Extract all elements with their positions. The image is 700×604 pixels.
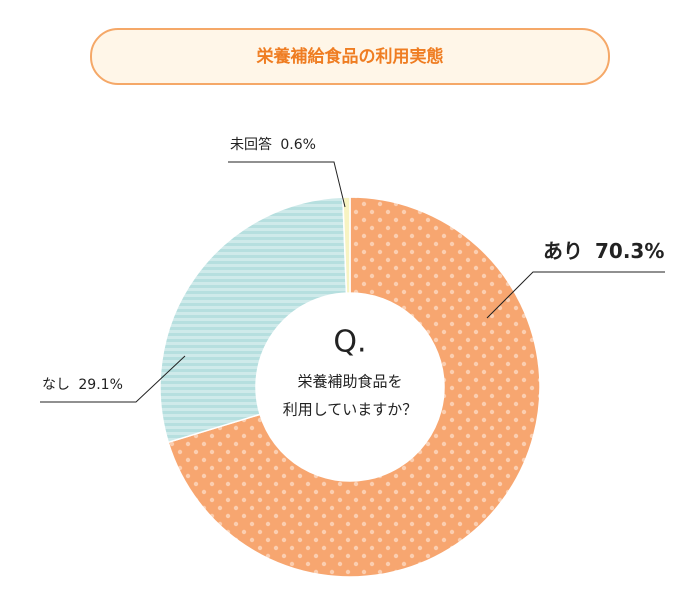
- donut-hole: [256, 293, 444, 481]
- value-label: 70.3%: [595, 239, 664, 263]
- category-label: なし: [42, 377, 70, 393]
- title-box: [90, 28, 610, 85]
- value-label: 29.1%: [78, 377, 122, 393]
- data-label: なし 29.1%: [42, 377, 123, 393]
- center-label: Q.: [333, 325, 366, 360]
- leader-line: [486, 271, 665, 319]
- center-text: 利用していますか？: [283, 401, 418, 419]
- center-text: 栄養補助食品を: [297, 373, 402, 391]
- category-label: 未回答: [230, 136, 272, 153]
- leader-line: [228, 161, 346, 208]
- leader-line: [40, 355, 186, 403]
- value-label: 0.6%: [280, 137, 316, 153]
- segment-pattern: [168, 197, 540, 577]
- donut: [159, 196, 541, 578]
- data-label: 未回答 0.6%: [230, 136, 316, 153]
- category-label: あり: [543, 239, 583, 263]
- data-label: あり 70.3%: [543, 239, 664, 263]
- segment-pattern: [159, 197, 347, 443]
- chart-title: 栄養補給食品の利用実態: [256, 46, 444, 67]
